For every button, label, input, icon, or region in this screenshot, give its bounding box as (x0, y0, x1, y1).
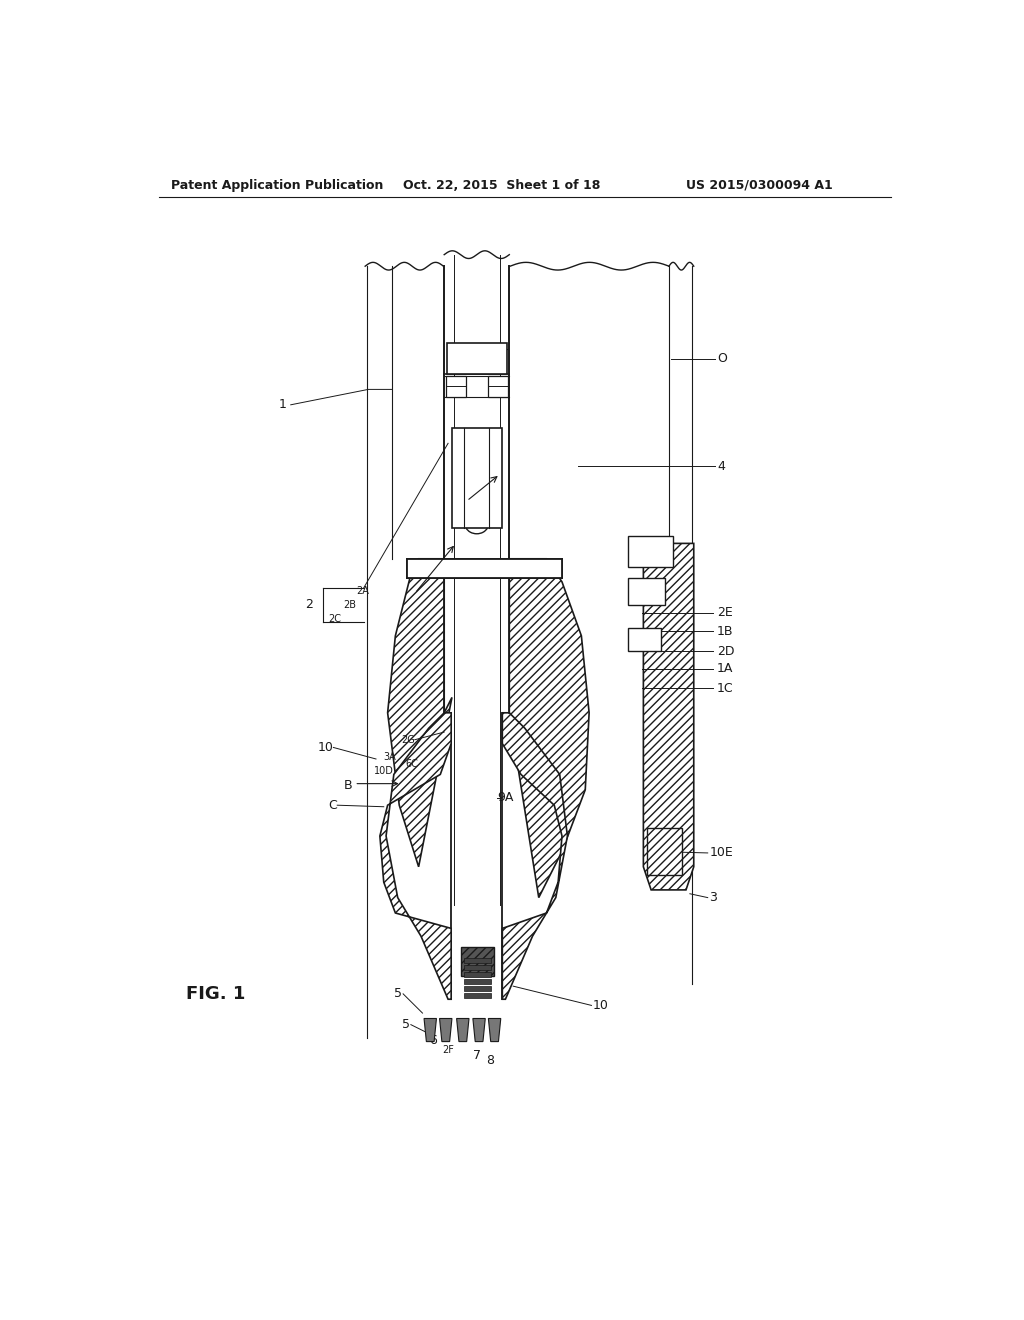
Text: 8: 8 (486, 1055, 494, 1068)
Bar (464, 973, 490, 977)
Text: 3A: 3A (384, 752, 396, 763)
Text: 2G: 2G (400, 735, 415, 744)
Text: C: C (328, 799, 337, 812)
Text: 9A: 9A (497, 791, 513, 804)
Text: 4: 4 (717, 459, 725, 473)
Polygon shape (473, 1019, 485, 1041)
Text: 10E: 10E (710, 846, 733, 859)
Bar (647, 829, 682, 875)
Text: 2D: 2D (717, 644, 734, 657)
Bar (452, 428, 502, 528)
Polygon shape (643, 544, 693, 890)
Text: 6: 6 (429, 1034, 436, 1047)
Polygon shape (380, 713, 452, 999)
Bar (407, 558, 562, 578)
Text: 2A: 2A (356, 586, 370, 597)
Bar (487, 376, 508, 397)
Text: 2: 2 (305, 598, 312, 611)
Text: O: O (717, 352, 727, 366)
Text: 3: 3 (710, 891, 717, 904)
Text: 1C: 1C (717, 681, 733, 694)
Bar (461, 946, 494, 977)
Bar (628, 536, 673, 566)
Text: 1A: 1A (717, 663, 733, 676)
Text: 10: 10 (593, 999, 609, 1012)
Text: 2F: 2F (442, 1045, 455, 1055)
Polygon shape (509, 558, 589, 898)
Text: 6C: 6C (406, 759, 419, 768)
Bar (464, 958, 490, 964)
Bar (446, 343, 507, 374)
Text: 1B: 1B (717, 624, 733, 638)
Text: 5: 5 (394, 987, 401, 1001)
Text: Oct. 22, 2015  Sheet 1 of 18: Oct. 22, 2015 Sheet 1 of 18 (403, 178, 600, 191)
Bar (464, 993, 490, 998)
Text: 2B: 2B (343, 601, 356, 610)
Bar (445, 376, 466, 397)
Bar (464, 986, 490, 991)
Polygon shape (424, 1019, 436, 1041)
Bar (628, 628, 662, 651)
Polygon shape (488, 1019, 501, 1041)
Text: 2C: 2C (328, 614, 341, 624)
Text: 10: 10 (317, 741, 334, 754)
Text: 1: 1 (280, 399, 287, 412)
Bar (464, 965, 490, 970)
Text: 2E: 2E (717, 606, 733, 619)
Polygon shape (503, 713, 567, 999)
Text: 7: 7 (473, 1049, 481, 1063)
Polygon shape (439, 1019, 452, 1041)
Text: 5: 5 (401, 1018, 410, 1031)
Text: 10D: 10D (375, 767, 394, 776)
Bar (628, 578, 665, 605)
Bar (464, 979, 490, 983)
Polygon shape (388, 558, 452, 867)
Polygon shape (457, 1019, 469, 1041)
Text: FIG. 1: FIG. 1 (186, 985, 246, 1003)
Text: US 2015/0300094 A1: US 2015/0300094 A1 (686, 178, 833, 191)
Text: B: B (343, 779, 352, 792)
Text: Patent Application Publication: Patent Application Publication (171, 178, 383, 191)
